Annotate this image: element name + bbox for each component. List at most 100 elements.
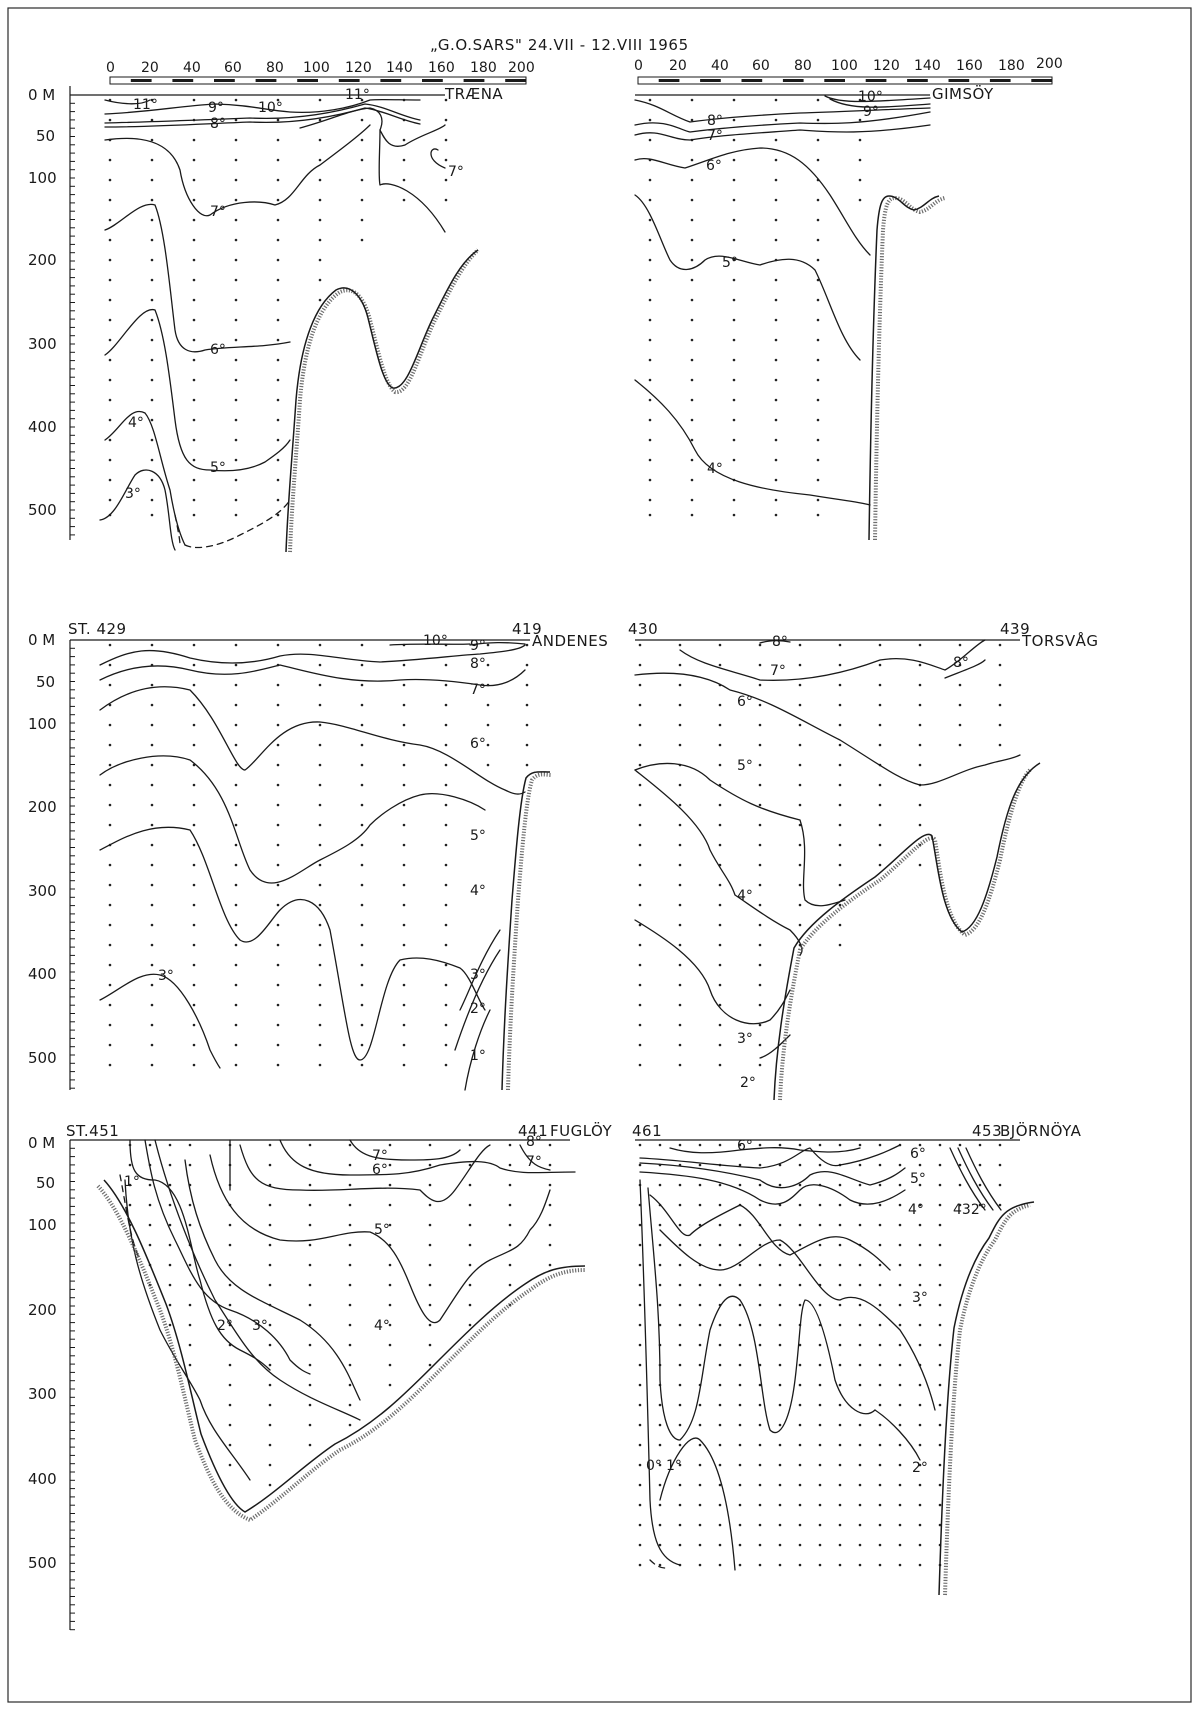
section-name: BJÖRNÖYA [1000,1121,1082,1140]
sample-dot [838,1383,842,1387]
sample-dot [150,783,154,787]
sample-dot [838,1323,842,1327]
sample-dot [678,1463,682,1467]
sample-dot [898,1223,902,1227]
sample-dot [234,378,238,382]
sea-bottom [868,195,940,541]
sample-dot [486,643,490,647]
sample-dot [738,1303,742,1307]
sample-dot [878,1483,882,1487]
scale-segment [700,79,721,82]
isotherm-label: 5° [737,758,753,774]
sample-dot [798,1423,802,1427]
sample-dot [678,903,682,907]
sample-dot [148,1223,152,1227]
sample-dot [108,438,112,442]
sample-dot [168,1263,172,1267]
sample-dot [818,1523,822,1527]
isotherm-label: 9° [208,100,224,116]
sample-dot [648,278,652,282]
sample-dot [878,843,882,847]
sample-dot [444,963,448,967]
sample-dot [732,318,736,322]
sample-dot [444,1043,448,1047]
sample-dot [150,278,154,282]
sample-dot [998,663,1002,667]
sample-dot [816,378,820,382]
isotherm-label: 1° [666,1458,682,1474]
sample-dot [192,238,196,242]
isotherm [634,762,846,907]
sample-dot [638,1283,642,1287]
sample-dot [648,438,652,442]
sample-dot [276,1023,280,1027]
sample-dot [758,1423,762,1427]
sample-dot [428,1203,432,1207]
isotherm-label: 8° [526,1134,542,1150]
sample-dot [348,1223,352,1227]
sample-dot [148,1143,152,1147]
sample-dot [878,643,882,647]
sample-dot [816,138,820,142]
isotherm [759,1034,791,1059]
sample-dot [878,1343,882,1347]
isotherm-label: 7° [448,164,464,180]
sample-dot [192,923,196,927]
sample-dot [428,1223,432,1227]
section-name: ANDENES [532,632,608,650]
sample-dot [108,218,112,222]
sample-dot [168,1223,172,1227]
sample-dot [838,1543,842,1547]
sample-dot [348,1263,352,1267]
sample-dot [468,1283,472,1287]
scale-tick-label: 200 [508,60,535,76]
sample-dot [798,1243,802,1247]
sample-dot [192,743,196,747]
sample-dot [648,218,652,222]
sample-dot [360,743,364,747]
sample-dot [690,118,694,122]
isotherm [104,124,371,217]
sample-dot [276,378,280,382]
sample-dot [732,398,736,402]
sample-dot [858,1143,862,1147]
sample-dot [150,1063,154,1067]
sample-dot [276,198,280,202]
isotherm [759,639,791,644]
sample-dot [678,1223,682,1227]
isotherm-dashed [174,514,181,546]
sample-dot [402,663,406,667]
sample-dot [938,1143,942,1147]
sample-dot [690,238,694,242]
sample-dot [732,258,736,262]
sample-dot [444,763,448,767]
sample-dot [918,1163,922,1167]
sea-bottom [285,249,479,553]
sample-dot [678,863,682,867]
sample-dot [192,803,196,807]
isotherm [454,949,501,1051]
sample-dot [360,863,364,867]
sample-dot [638,1423,642,1427]
isotherm [639,1179,681,1566]
sample-dot [192,498,196,502]
sample-dot [360,158,364,162]
isotherm [144,1139,311,1375]
sample-dot [778,1483,782,1487]
sample-dot [858,1183,862,1187]
sample-dot [192,643,196,647]
sample-dot [758,983,762,987]
sample-dot [918,743,922,747]
sample-dot [658,1423,662,1427]
sample-dot [188,1363,192,1367]
sample-dot [918,1563,922,1567]
sample-dot [718,883,722,887]
depth-label: 100 [28,1216,57,1234]
isotherm [634,194,861,361]
isotherm [104,203,291,353]
isotherm-label: 4° [374,1318,390,1334]
sample-dot [192,723,196,727]
sample-dot [758,1183,762,1187]
sample-dot [444,198,448,202]
sample-dot [108,823,112,827]
